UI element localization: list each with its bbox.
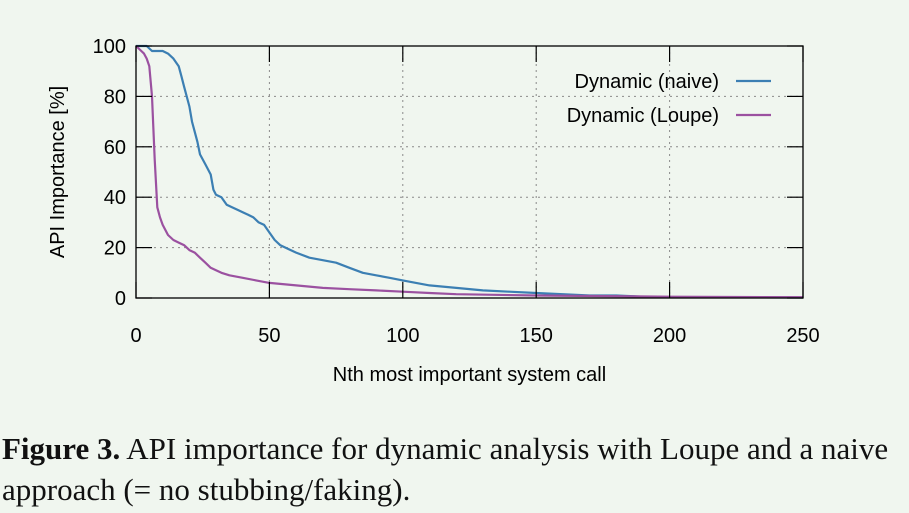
y-axis-label: API Importance [%]: [47, 86, 69, 258]
line-chart: 0 50 100 150 200 250 0 20 40 60 80 100 Dynamic (nai…: [47, 36, 820, 386]
y-tick-label: 100: [93, 36, 126, 58]
legend-label: Dynamic (naive): [575, 71, 719, 93]
grid: [136, 46, 803, 298]
plot-frame: [135, 45, 804, 299]
caption-text: API importance for dynamic analysis with…: [2, 431, 889, 507]
x-tick-label: 0: [130, 325, 141, 347]
legend-label: Dynamic (Loupe): [567, 105, 719, 127]
x-axis-label: Nth most important system call: [333, 364, 606, 386]
y-tick-label: 0: [115, 288, 126, 310]
y-tick-label: 60: [104, 137, 126, 159]
y-tick-label: 40: [104, 187, 126, 209]
x-tick-label: 150: [520, 325, 553, 347]
x-tick-label: 250: [786, 325, 819, 347]
series-line-dynamic-loupe: [135, 45, 804, 299]
legend: Dynamic (naive) Dynamic (Loupe): [567, 71, 771, 127]
series: [135, 44, 804, 299]
x-tick-label: 50: [258, 325, 280, 347]
ticks: 0 50 100 150 200 250 0 20 40 60 80 100: [93, 36, 820, 347]
y-tick-label: 20: [104, 238, 126, 260]
figure-caption: Figure 3. API importance for dynamic ana…: [2, 428, 902, 510]
x-tick-label: 200: [653, 325, 686, 347]
x-tick-label: 100: [386, 325, 419, 347]
series-line-dynamic-naive: [136, 44, 804, 299]
y-tick-label: 80: [104, 86, 126, 108]
caption-label: Figure 3.: [2, 431, 121, 466]
